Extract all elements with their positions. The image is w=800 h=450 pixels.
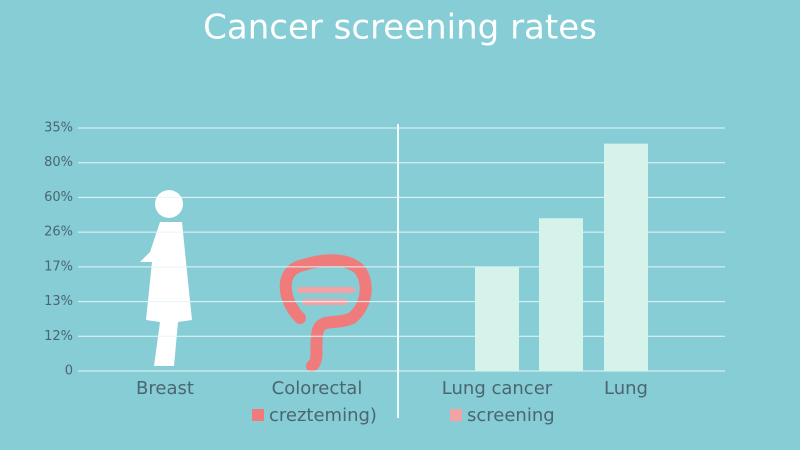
x-tick-label: Colorectal	[272, 378, 363, 399]
y-tick-label: 26%	[44, 225, 73, 240]
bar	[604, 143, 648, 371]
x-tick-label: Lung cancer	[442, 378, 553, 399]
y-tick-label: 13%	[44, 294, 73, 309]
legend-swatch	[450, 409, 462, 421]
legend-label: crezteming)	[269, 405, 377, 426]
y-tick-label: 0	[65, 364, 73, 379]
chart-title: Cancer screening rates	[203, 8, 597, 48]
legend-label: screening	[467, 405, 555, 426]
y-tick-label: 17%	[44, 259, 73, 274]
x-tick-label: Lung	[604, 378, 648, 399]
y-tick-label: 12%	[44, 329, 73, 344]
bar	[475, 266, 519, 371]
legend-swatch	[252, 409, 264, 421]
x-tick-label: Breast	[136, 378, 194, 399]
bar	[539, 218, 583, 371]
y-tick-label: 80%	[44, 155, 73, 170]
y-tick-label: 35%	[44, 121, 73, 136]
y-tick-label: 60%	[44, 190, 73, 205]
